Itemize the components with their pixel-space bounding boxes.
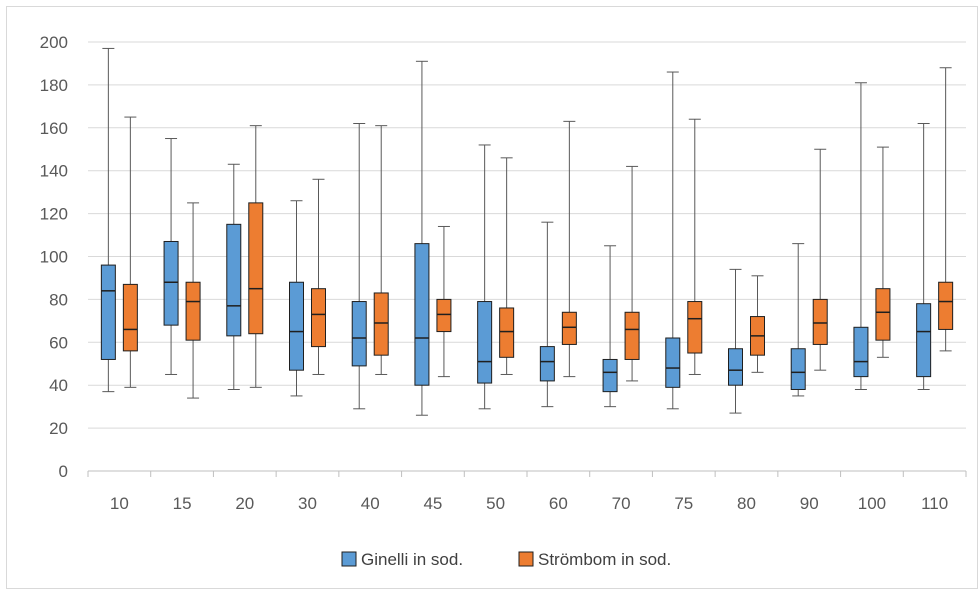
y-tick-label: 60	[49, 333, 68, 352]
box-strombom	[812, 148, 828, 371]
x-tick-label: 60	[549, 494, 568, 513]
x-tick-label: 80	[737, 494, 756, 513]
legend-label: Ginelli in sod.	[361, 550, 463, 569]
box-iqr	[248, 202, 264, 335]
box-iqr	[477, 301, 493, 384]
box-ginelli	[351, 123, 367, 410]
y-tick-label: 200	[40, 33, 68, 52]
box-strombom	[624, 165, 640, 382]
box-iqr	[289, 281, 304, 371]
box-iqr	[539, 346, 555, 382]
box-iqr	[665, 337, 681, 388]
box-iqr	[226, 223, 242, 337]
x-tick-label: 50	[486, 494, 505, 513]
x-tick-label: 70	[612, 494, 631, 513]
y-tick-label: 80	[49, 290, 68, 309]
x-tick-label: 75	[674, 494, 693, 513]
box-strombom	[750, 275, 765, 373]
box-ginelli	[916, 123, 932, 390]
box-iqr	[311, 288, 326, 348]
box-iqr	[687, 301, 703, 354]
box-strombom	[875, 146, 891, 358]
box-ginelli	[602, 245, 618, 408]
box-strombom	[687, 118, 703, 375]
box-iqr	[624, 311, 640, 360]
x-tick-label: 45	[423, 494, 442, 513]
box-strombom	[311, 178, 326, 375]
box-iqr	[436, 298, 452, 333]
legend: Ginelli in sod. Strömbom in sod.	[341, 550, 671, 569]
box-iqr	[561, 311, 577, 345]
box-iqr	[373, 292, 389, 356]
y-tick-label: 160	[40, 119, 68, 138]
box-strombom	[436, 225, 452, 378]
y-tick-label: 0	[59, 462, 68, 481]
box-strombom	[185, 202, 201, 399]
box-iqr	[875, 288, 891, 341]
box-iqr	[728, 348, 743, 386]
legend-item-ginelli: Ginelli in sod.	[341, 550, 463, 569]
boxes	[100, 47, 954, 416]
box-ginelli	[226, 163, 242, 390]
axes	[87, 470, 967, 477]
box-iqr	[499, 307, 515, 358]
box-iqr	[812, 298, 828, 345]
box-iqr	[916, 303, 932, 378]
box-iqr	[100, 264, 116, 360]
box-ginelli	[477, 144, 493, 410]
y-tick-label: 120	[40, 205, 68, 224]
gridlines	[88, 41, 966, 429]
box-ginelli	[790, 243, 806, 397]
box-iqr	[414, 243, 430, 386]
box-plot-chart: 0 20 40 60 80 100 120 140 160 180 200 10 15 20 30 40 45 5…	[40, 33, 967, 569]
x-tick-label: 100	[858, 494, 886, 513]
box-strombom	[499, 157, 515, 375]
x-tick-label: 30	[298, 494, 317, 513]
box-strombom	[938, 67, 954, 352]
box-iqr	[122, 283, 138, 352]
y-tick-label: 40	[49, 376, 68, 395]
x-tick-label: 10	[110, 494, 129, 513]
box-iqr	[853, 326, 869, 378]
box-ginelli	[163, 138, 179, 375]
x-tick-label: 90	[800, 494, 819, 513]
legend-label: Strömbom in sod.	[538, 550, 671, 569]
box-ginelli	[728, 268, 743, 414]
x-tick-label: 15	[173, 494, 192, 513]
legend-swatch	[518, 551, 534, 567]
box-ginelli	[414, 60, 430, 416]
chart-frame: 0 20 40 60 80 100 120 140 160 180 200 10 15 20 30 40 45 5…	[6, 6, 978, 589]
x-tick-label: 40	[361, 494, 380, 513]
box-ginelli	[665, 71, 681, 410]
y-tick-label: 180	[40, 76, 68, 95]
box-iqr	[163, 240, 179, 326]
box-iqr	[602, 358, 618, 393]
y-tick-label: 100	[40, 248, 68, 267]
box-strombom	[248, 125, 264, 388]
x-tick-label: 20	[235, 494, 254, 513]
box-strombom	[561, 120, 577, 378]
x-tick-label: 110	[921, 494, 948, 513]
box-ginelli	[100, 47, 116, 393]
tick-labels: 0 20 40 60 80 100 120 140 160 180 200 10 15 20 30 40 45 5…	[40, 33, 949, 513]
box-iqr	[938, 281, 954, 330]
y-tick-label: 20	[49, 419, 68, 438]
legend-item-strombom: Strömbom in sod.	[518, 550, 671, 569]
box-ginelli	[853, 82, 869, 390]
legend-swatch	[341, 551, 357, 567]
box-ginelli	[289, 200, 304, 397]
box-iqr	[351, 301, 367, 367]
box-ginelli	[539, 221, 555, 408]
y-tick-label: 140	[40, 162, 68, 181]
box-iqr	[185, 281, 201, 341]
box-iqr	[790, 348, 806, 390]
box-strombom	[373, 125, 389, 375]
box-strombom	[122, 116, 138, 388]
